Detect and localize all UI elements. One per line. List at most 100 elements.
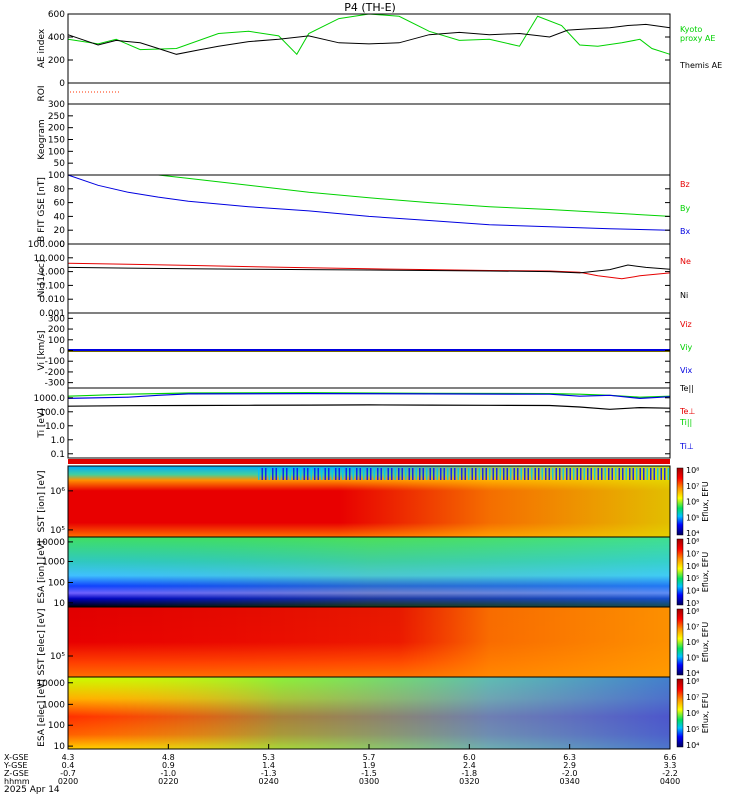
legend-entry: Bz (680, 180, 690, 189)
ephemeris-value: 4.3 (62, 753, 75, 762)
y-tick-label: 40 (54, 212, 66, 222)
sst-ion-stripe (265, 468, 267, 480)
sst-ion-stripe (457, 468, 459, 480)
sst-ion-stripe (391, 468, 393, 480)
esa-ion-spectrogram-overlay (68, 537, 670, 607)
y-tick-label: 250 (48, 112, 65, 122)
sst-ion-stripe (513, 468, 515, 480)
y-tick-label: 0 (59, 347, 65, 357)
sst-ion-stripe (527, 468, 529, 480)
sst-ion-stripe (461, 468, 463, 480)
sst-ion-stripe (636, 468, 638, 480)
y-tick-label: 100.0 (39, 408, 65, 418)
y-tick-label: 1.0 (51, 436, 66, 446)
sst-ion-stripe (499, 468, 501, 480)
sst-ion-stripe (317, 468, 319, 480)
sst-ion-stripe (370, 468, 372, 480)
y-tick-label: -300 (45, 379, 66, 389)
y-tick-label: -100 (45, 357, 66, 367)
legend-entry: Te⊥ (679, 407, 695, 416)
sst-ion-stripe (559, 468, 561, 480)
y-tick-label: 10000 (36, 679, 65, 689)
sst-ion-stripe (475, 468, 477, 480)
panel-frame-keogram (67, 103, 671, 176)
y-tick-label: 80 (54, 185, 66, 195)
series-ti (67, 404, 671, 410)
ephemeris-value: 2.9 (563, 761, 576, 770)
sst-ion-stripe (408, 468, 410, 480)
sst-ion-stripe (646, 468, 648, 480)
sst-ion-stripe (492, 468, 494, 480)
sst-ion-stripe (258, 468, 260, 480)
ephemeris-value: 5.3 (262, 753, 275, 762)
y-tick-label: 10.000 (34, 254, 66, 264)
colorbar-tick: 10⁵ (686, 513, 699, 522)
sst-ion-stripe (384, 468, 386, 480)
ephemeris-value: -0.7 (60, 769, 76, 778)
sst-ion-stripe (331, 468, 333, 480)
sst-ion-stripe (300, 468, 302, 480)
sst-ion-stripe (349, 468, 351, 480)
y-tick-label: 50 (54, 159, 66, 169)
sst-ion-stripe (611, 468, 613, 480)
y-tick-label: 60 (54, 199, 66, 209)
series-ti- (67, 393, 671, 400)
ephemeris-value: 0400 (660, 777, 680, 786)
sst-ion-stripe (552, 468, 554, 480)
sst-ion-stripe (345, 468, 347, 480)
sst-ion-stripe (608, 468, 610, 480)
colorbar (676, 608, 684, 676)
sst-ion-stripe (562, 468, 564, 480)
sst-ion-stripe (377, 468, 379, 480)
sst-ion-stripe (433, 468, 435, 480)
ephemeris-row-label: Y-GSE (3, 761, 27, 770)
ephemeris-value: 0.4 (62, 761, 75, 770)
sst-ion-stripe (289, 468, 291, 480)
sst-ion-stripe (422, 468, 424, 480)
sst-ion-stripe (447, 468, 449, 480)
panel-ylabel: SST [ion] [eV] (37, 470, 47, 532)
legend-entry: Vix (680, 366, 693, 375)
sst-ion-spectrogram-overlay (68, 466, 670, 537)
sst-ion-stripe (401, 468, 403, 480)
ephemeris-value: 0220 (158, 777, 178, 786)
colorbar-tick: 10⁸ (686, 677, 699, 686)
ephemeris-value: 4.8 (162, 753, 175, 762)
ephemeris-value: -2.2 (662, 769, 678, 778)
colorbar-tick: 10⁸ (686, 466, 699, 475)
panel-ylabel: ESA [ion] [eV] (37, 541, 47, 604)
sst-ion-stripe (429, 468, 431, 480)
sst-ion-stripe (412, 468, 414, 480)
sst-ion-stripe (324, 468, 326, 480)
sst-ion-stripe (590, 468, 592, 480)
sst-ion-stripe (261, 468, 263, 480)
ephemeris-value: 6.6 (664, 753, 677, 762)
sst-ion-stripe (380, 468, 382, 480)
y-tick-label: 1000.0 (34, 394, 66, 404)
y-tick-label: 10000 (36, 538, 65, 548)
sst-ion-stripe (576, 468, 578, 480)
series-ni (67, 264, 671, 274)
sst-ion-stripe (450, 468, 452, 480)
sst-ion-stripe (398, 468, 400, 480)
sst-ion-stripe (657, 468, 659, 480)
sst-ion-stripe (443, 468, 445, 480)
panel-ylabel: B FIT GSE [nT] (37, 177, 47, 242)
panel-ylabel: Ti [eV] (37, 408, 47, 438)
sst-ion-stripe (534, 468, 536, 480)
sst-ion-stripe (482, 468, 484, 480)
sst-ion-stripe (335, 468, 337, 480)
ephemeris-value: 0320 (459, 777, 479, 786)
colorbar-tick: 10⁵ (686, 574, 699, 583)
sst-ion-stripe (419, 468, 421, 480)
panel-frame-roi (67, 82, 671, 105)
legend-entry: Themis AE (679, 61, 722, 70)
y-tick-label: 1000 (42, 558, 65, 568)
sst-ion-stripe (387, 468, 389, 480)
y-tick-label: 10⁶ (50, 487, 65, 497)
esa-elec-spectrogram-overlay (68, 677, 670, 749)
sst-ion-stripe (541, 468, 543, 480)
y-tick-label: 100 (48, 147, 65, 157)
sst-elec-spectrogram-overlay (68, 607, 670, 677)
